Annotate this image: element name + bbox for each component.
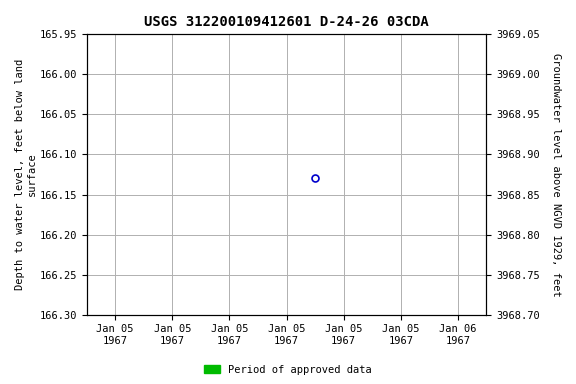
Legend: Period of approved data: Period of approved data [200, 361, 376, 379]
Y-axis label: Groundwater level above NGVD 1929, feet: Groundwater level above NGVD 1929, feet [551, 53, 561, 296]
Title: USGS 312200109412601 D-24-26 03CDA: USGS 312200109412601 D-24-26 03CDA [144, 15, 429, 29]
Y-axis label: Depth to water level, feet below land
surface: Depth to water level, feet below land su… [15, 59, 37, 290]
